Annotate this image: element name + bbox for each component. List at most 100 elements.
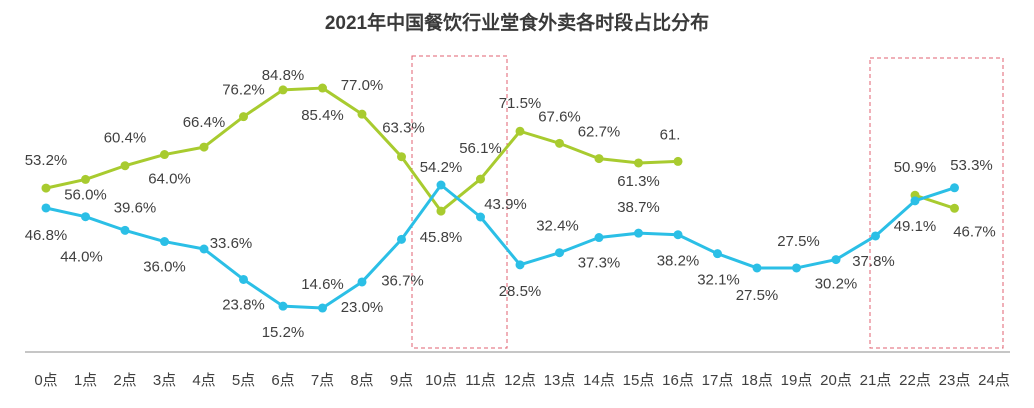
- data-point: [831, 255, 841, 265]
- data-point: [950, 203, 959, 213]
- data-point: [199, 244, 209, 254]
- data-point: [397, 234, 406, 244]
- data-label: 45.8%: [420, 229, 463, 246]
- data-point: [634, 228, 643, 238]
- x-tick-label: 8点: [350, 372, 373, 389]
- x-tick-label: 10点: [425, 372, 457, 389]
- series-line: [45, 86, 679, 213]
- data-point: [239, 112, 248, 122]
- x-tick-label: 14点: [583, 372, 615, 389]
- data-label: 66.4%: [183, 114, 226, 131]
- x-tick-label: 3点: [153, 372, 176, 389]
- data-point: [239, 274, 248, 284]
- highlight-box: [869, 57, 1004, 349]
- data-point: [871, 231, 880, 241]
- x-tick-label: 13点: [544, 372, 576, 389]
- data-label: 85.4%: [301, 107, 344, 124]
- data-label: 49.1%: [894, 218, 937, 235]
- data-label: 56.0%: [64, 186, 107, 203]
- x-tick-label: 6点: [271, 372, 294, 389]
- data-point: [397, 152, 406, 162]
- x-tick-label: 4点: [192, 372, 215, 389]
- data-label: 56.1%: [459, 140, 502, 157]
- x-tick-label: 23点: [939, 372, 971, 389]
- highlight-box: [411, 55, 508, 349]
- data-label: 33.6%: [210, 235, 253, 252]
- x-tick-label: 21点: [860, 372, 892, 389]
- x-tick-label: 0点: [34, 372, 57, 389]
- data-label: 77.0%: [341, 77, 384, 94]
- x-tick-label: 12点: [504, 372, 536, 389]
- data-label: 37.8%: [852, 253, 895, 270]
- data-label: 46.8%: [25, 227, 68, 244]
- data-point: [515, 260, 525, 270]
- data-point: [120, 161, 130, 171]
- data-point: [950, 183, 959, 193]
- data-point: [792, 263, 801, 273]
- x-tick-label: 1点: [74, 372, 97, 389]
- data-point: [357, 277, 367, 287]
- data-label: 28.5%: [499, 283, 542, 300]
- x-tick-label: 5点: [232, 372, 255, 389]
- data-label: 32.4%: [536, 218, 579, 235]
- data-point: [41, 183, 51, 193]
- data-label: 76.2%: [222, 82, 265, 99]
- data-label: 39.6%: [114, 199, 157, 216]
- data-label: 60.4%: [104, 130, 147, 147]
- data-point: [436, 180, 446, 190]
- data-label: 54.2%: [420, 159, 463, 176]
- data-point: [713, 249, 722, 259]
- data-label: 27.5%: [736, 287, 779, 304]
- data-point: [673, 230, 683, 240]
- data-point: [81, 212, 90, 222]
- data-label: 23.8%: [222, 296, 265, 313]
- data-point: [515, 126, 525, 136]
- data-label: 67.6%: [538, 108, 581, 125]
- data-point: [160, 150, 169, 160]
- data-point: [278, 301, 288, 311]
- data-label: 53.2%: [25, 152, 68, 169]
- data-label: 32.1%: [697, 272, 740, 289]
- data-label: 46.7%: [953, 223, 996, 240]
- data-label: 84.8%: [262, 67, 305, 84]
- data-point: [41, 203, 51, 213]
- data-label: 14.6%: [301, 276, 344, 293]
- x-tick-label: 22点: [899, 372, 931, 389]
- data-point: [910, 196, 920, 206]
- series-line: [45, 183, 955, 310]
- data-label: 64.0%: [148, 171, 191, 188]
- x-tick-label: 16点: [662, 372, 694, 389]
- data-label: 43.9%: [484, 196, 527, 213]
- data-label: 50.9%: [894, 159, 937, 176]
- data-point: [318, 303, 327, 313]
- data-point: [120, 225, 130, 235]
- data-point: [752, 263, 762, 273]
- data-label: 36.0%: [143, 259, 186, 276]
- x-tick-label: 17点: [702, 372, 734, 389]
- data-point: [594, 233, 604, 243]
- x-tick-label: 24点: [978, 372, 1010, 389]
- data-point: [594, 154, 604, 164]
- data-label: 36.7%: [381, 272, 424, 289]
- data-point: [436, 206, 446, 216]
- data-label: 53.3%: [950, 157, 993, 174]
- data-point: [318, 83, 327, 93]
- data-point: [673, 156, 683, 166]
- data-point: [81, 174, 90, 184]
- data-label: 23.0%: [341, 299, 384, 316]
- data-label: 30.2%: [815, 276, 858, 293]
- data-point: [278, 85, 288, 95]
- x-tick-label: 19点: [781, 372, 813, 389]
- data-label: 15.2%: [262, 324, 305, 341]
- data-point: [357, 109, 367, 119]
- data-label: 61.: [660, 126, 681, 143]
- x-tick-label: 9点: [390, 372, 413, 389]
- series-line: [914, 193, 955, 210]
- data-point: [160, 237, 169, 247]
- data-point: [634, 158, 643, 168]
- x-tick-label: 15点: [623, 372, 655, 389]
- data-point: [199, 142, 209, 152]
- data-label: 38.2%: [657, 253, 700, 270]
- data-label: 27.5%: [777, 233, 820, 250]
